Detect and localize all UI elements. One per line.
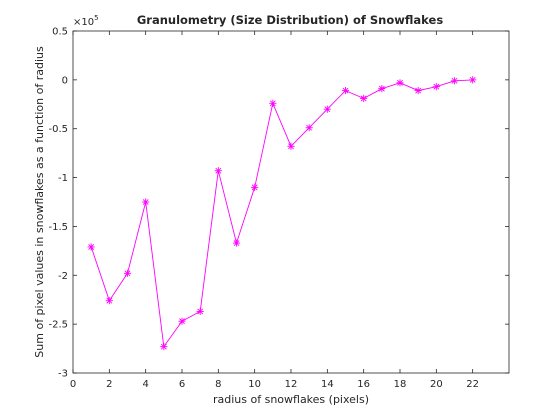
data-point xyxy=(87,243,95,251)
data-point xyxy=(360,94,368,103)
data-point xyxy=(323,105,331,113)
data-point xyxy=(160,343,168,351)
x-tick-label: 14 xyxy=(321,379,334,390)
data-point-stroke xyxy=(215,167,222,174)
data-point xyxy=(432,83,440,91)
data-point-stroke xyxy=(342,87,349,94)
data-point xyxy=(178,317,186,325)
y-tick-label: -1.5 xyxy=(48,222,68,233)
data-point-stroke xyxy=(251,184,258,191)
data-point-stroke xyxy=(233,240,240,246)
y-tick-label: -1 xyxy=(58,173,68,184)
x-tick-label: 12 xyxy=(285,379,298,390)
y-tick-label: -2 xyxy=(58,271,68,282)
x-tick-label: 16 xyxy=(357,379,370,390)
y-exponent-power: 5 xyxy=(94,14,98,22)
chart-title: Granulometry (Size Distribution) of Snow… xyxy=(137,13,443,27)
series-line xyxy=(90,79,473,348)
data-point-stroke xyxy=(142,199,149,205)
y-exponent-label: ×105 xyxy=(73,14,99,28)
data-point-stroke xyxy=(324,106,331,113)
data-point xyxy=(305,124,313,132)
data-point-stroke xyxy=(397,79,403,86)
data-point xyxy=(450,77,459,85)
y-tick-label: 0 xyxy=(62,75,68,86)
x-tick-label: 0 xyxy=(70,379,76,390)
data-point xyxy=(105,297,113,305)
data-point-stroke xyxy=(433,83,440,90)
plot-frame xyxy=(72,30,510,374)
y-tick-label: -3 xyxy=(58,369,68,380)
data-point-stroke xyxy=(197,308,204,315)
data-point xyxy=(396,79,404,87)
y-tick-label: -2.5 xyxy=(48,320,68,331)
x-tick-label: 22 xyxy=(466,379,479,390)
series-markers xyxy=(87,76,477,351)
data-point xyxy=(123,269,132,277)
data-point xyxy=(142,198,150,206)
data-point-stroke xyxy=(360,95,367,102)
data-point-stroke xyxy=(106,297,113,304)
data-point-stroke xyxy=(306,124,313,131)
x-tick-label: 2 xyxy=(106,379,112,390)
y-tick-label: 0.5 xyxy=(52,27,68,38)
data-point-stroke xyxy=(160,343,167,350)
data-point-stroke xyxy=(124,270,131,277)
y-exponent-base: ×10 xyxy=(73,17,94,28)
series-polyline xyxy=(90,79,473,348)
y-axis-label: Sum of pixel values in snowflakes as a f… xyxy=(33,46,46,358)
data-point xyxy=(287,142,295,150)
data-point xyxy=(378,85,386,93)
data-point-stroke xyxy=(451,77,458,84)
data-point-stroke xyxy=(179,318,185,325)
data-point-stroke xyxy=(378,85,385,92)
data-point xyxy=(251,183,259,191)
data-point xyxy=(232,239,241,247)
data-point xyxy=(196,307,204,316)
x-tick-label: 4 xyxy=(142,379,148,390)
data-point xyxy=(469,76,477,84)
data-point xyxy=(269,99,277,107)
x-tick-label: 10 xyxy=(248,379,261,390)
data-point-stroke xyxy=(88,244,95,250)
x-tick-label: 6 xyxy=(179,379,185,390)
x-axis-label: radius of snowflakes (pixels) xyxy=(213,393,369,406)
y-tick-label: -0.5 xyxy=(48,124,68,135)
data-point-stroke xyxy=(469,76,476,83)
data-point-stroke xyxy=(269,100,276,107)
x-tick-label: 8 xyxy=(215,379,221,390)
data-point xyxy=(414,87,422,95)
axis-ticks: 0 2 4 6 8 10 12 14 16 18 20 22 0.5 0 -0.5 -1 -1.5 -2 -2.5 -… xyxy=(48,27,509,390)
data-point-stroke xyxy=(415,87,422,94)
data-point xyxy=(214,167,222,175)
x-tick-label: 20 xyxy=(430,379,443,390)
x-tick-label: 18 xyxy=(394,379,407,390)
plot-area xyxy=(73,31,509,373)
data-point-stroke xyxy=(288,143,294,150)
data-point xyxy=(341,87,350,95)
